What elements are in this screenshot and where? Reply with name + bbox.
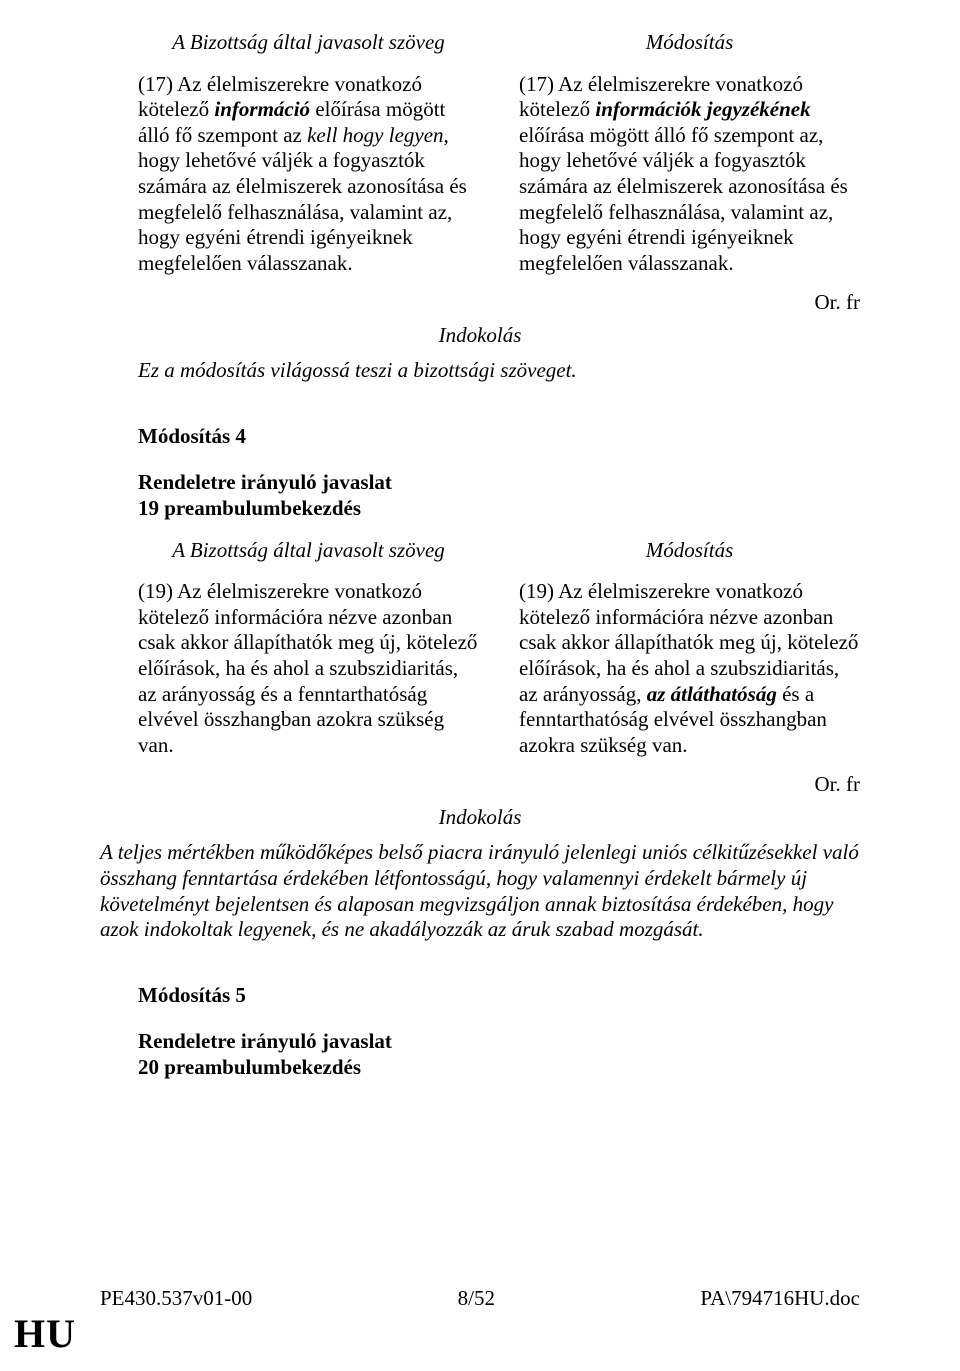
col-header-right: Módosítás [519, 30, 860, 56]
amend4-left-text: (19) Az élelmiszerekre vonatkozó kötelez… [138, 579, 479, 758]
footer-left: PE430.537v01-00 [100, 1286, 252, 1311]
amendment4-title: Módosítás 4 [100, 424, 860, 449]
amendment5-subject: Rendeletre irányuló javaslat 20 preambul… [100, 1028, 860, 1081]
indokolas-heading: Indokolás [100, 323, 860, 348]
justification-text-4: A teljes mértékben működőképes belső pia… [100, 840, 860, 942]
amendment4-subject: Rendeletre irányuló javaslat 19 preambul… [100, 469, 860, 522]
col-header-right-4: Módosítás [519, 538, 860, 564]
or-fr-label: Or. fr [100, 290, 860, 315]
amendment5-title: Módosítás 5 [100, 983, 860, 1008]
indokolas-heading-4: Indokolás [100, 805, 860, 830]
language-tag: HU [0, 1310, 76, 1357]
page-footer: PE430.537v01-00 8/52 PA\794716HU.doc [100, 1286, 860, 1311]
col-header-left: A Bizottság által javasolt szöveg [138, 30, 479, 56]
justification-text: Ez a módosítás világossá teszi a bizotts… [100, 358, 860, 384]
amend3-right-text: (17) Az élelmiszerekre vonatkozó kötelez… [519, 72, 860, 277]
or-fr-label-4: Or. fr [100, 772, 860, 797]
footer-center: 8/52 [458, 1286, 495, 1311]
col-header-left-4: A Bizottság által javasolt szöveg [138, 538, 479, 564]
footer-right: PA\794716HU.doc [700, 1286, 860, 1311]
amend3-left-text: (17) Az élelmiszerekre vonatkozó kötelez… [138, 72, 479, 277]
amend4-right-text: (19) Az élelmiszerekre vonatkozó kötelez… [519, 579, 860, 758]
